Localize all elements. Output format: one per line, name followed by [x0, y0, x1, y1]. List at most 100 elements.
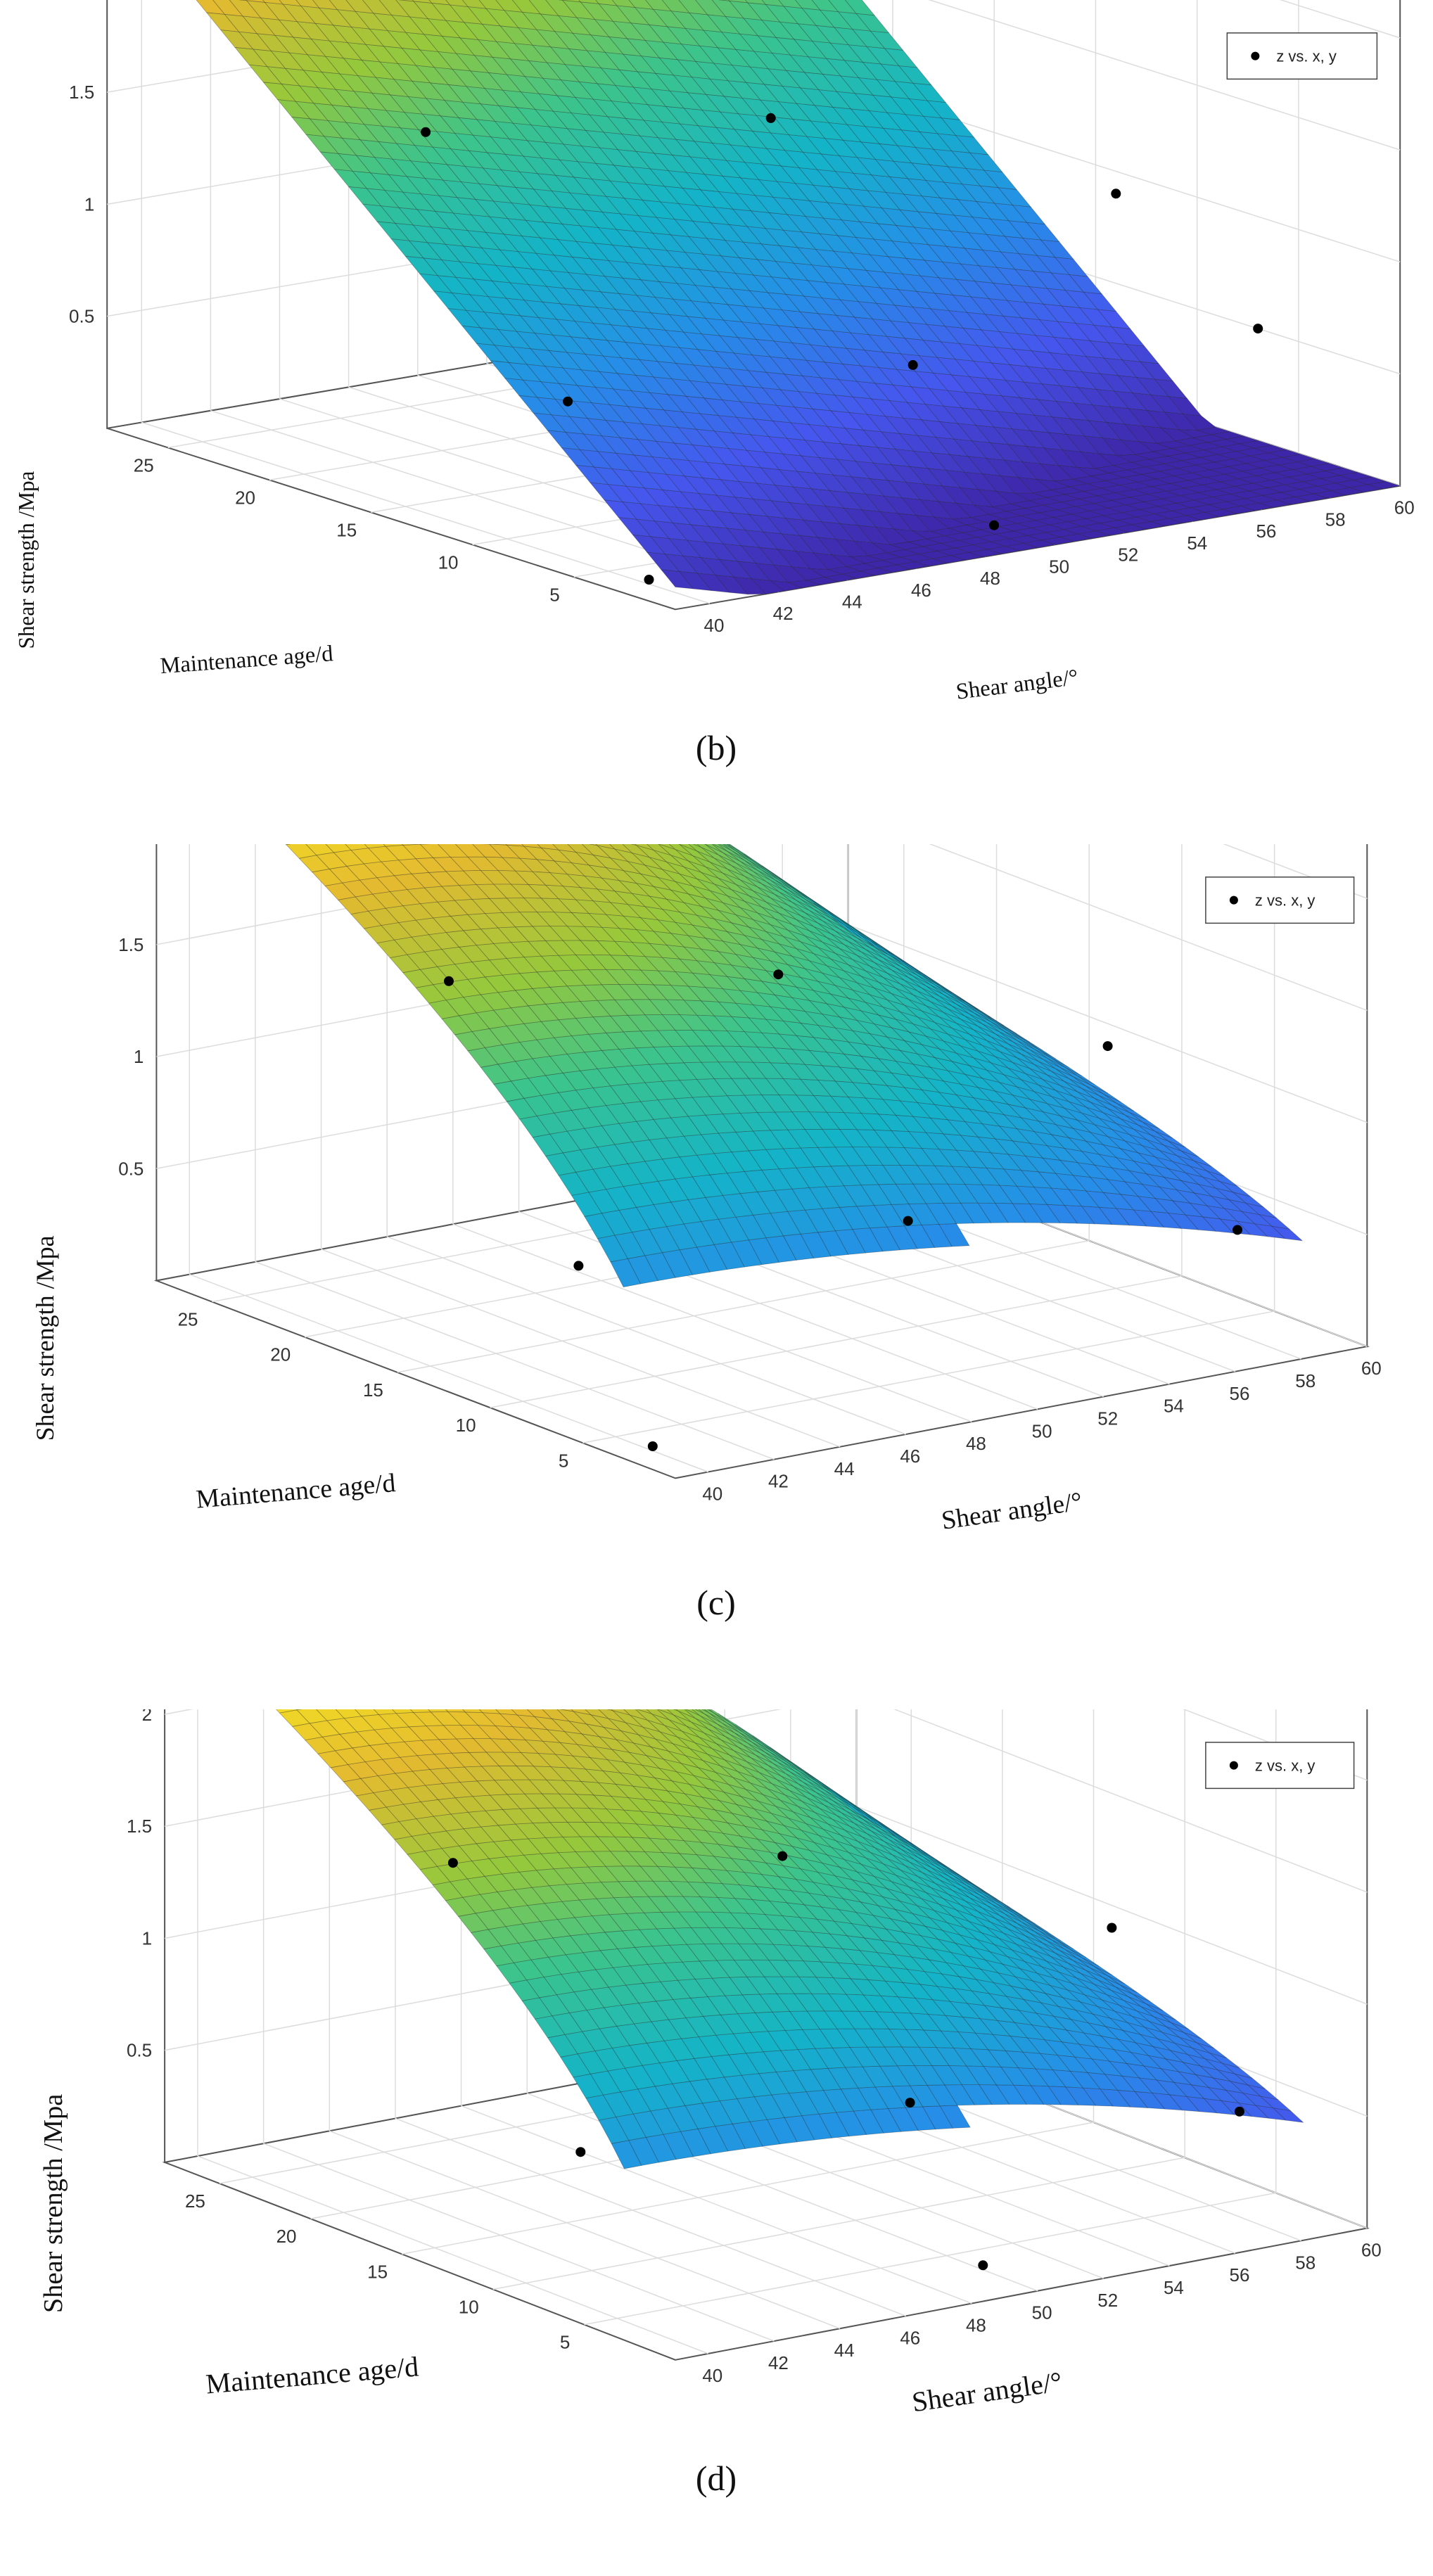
- y-tick-1: 10: [456, 1415, 476, 1436]
- surface-chart-b: 40424446485052545658605101520250.511.52S…: [14, 0, 1415, 767]
- data-point-6: [907, 359, 918, 370]
- y-tick-0: 5: [560, 2332, 570, 2353]
- y-tick-0: 5: [559, 1450, 568, 1471]
- y-axis-label: Maintenance age/d: [195, 1469, 397, 1515]
- z-tick-0: 0.5: [127, 2040, 152, 2061]
- data-points: [421, 113, 1263, 585]
- x-tick-0: 40: [702, 2365, 722, 2386]
- y-tick-2: 15: [336, 519, 357, 540]
- x-tick-4: 48: [966, 2315, 986, 2336]
- y-tick-3: 20: [235, 487, 255, 508]
- x-tick-6: 52: [1097, 1408, 1118, 1429]
- y-axis-label: Maintenance age/d: [159, 641, 333, 679]
- panel-label: (b): [696, 728, 737, 767]
- data-point-5: [905, 2098, 915, 2108]
- data-points: [444, 969, 1242, 1451]
- data-point-1: [444, 976, 454, 986]
- x-tick-7: 54: [1187, 533, 1207, 554]
- fitted-surface: [285, 844, 1304, 1288]
- x-tick-7: 54: [1164, 2277, 1184, 2298]
- data-point-3: [647, 1441, 658, 1451]
- x-tick-1: 42: [768, 1471, 789, 1492]
- x-tick-2: 44: [834, 1458, 855, 1479]
- legend-label: z vs. x, y: [1255, 1757, 1316, 1775]
- x-tick-10: 60: [1394, 497, 1415, 518]
- surface-chart-c: 40424446485052545658605101520250.511.52S…: [31, 844, 1382, 1622]
- x-tick-4: 48: [980, 568, 1000, 589]
- data-point-6: [903, 1216, 913, 1226]
- chart-panel-d: 40 42 44 46 48 50 52 54 56 58 60 5 10 15 20 25 0.5 1 1.5 2 S…: [0, 1709, 1433, 2576]
- x-tick-9: 58: [1295, 1370, 1316, 1391]
- z-tick-0: 0.5: [118, 1158, 144, 1179]
- z-tick-1: 1: [134, 1046, 144, 1067]
- legend-marker: [1229, 895, 1238, 905]
- panel-label: (c): [696, 1583, 736, 1622]
- data-point-9: [1111, 189, 1121, 199]
- x-tick-1: 42: [773, 603, 794, 624]
- legend: z vs. x, y: [1205, 876, 1355, 924]
- z-axis-label: Shear strength /Mpa: [39, 2094, 68, 2313]
- legend: z vs. x, y: [1205, 1742, 1355, 1790]
- y-tick-1: 10: [438, 551, 459, 573]
- data-point-2: [573, 1261, 584, 1271]
- x-tick-0: 40: [704, 615, 725, 636]
- legend-marker: [1251, 51, 1260, 60]
- x-tick-2: 44: [834, 2340, 855, 2361]
- y-axis-label: Maintenance age/d: [205, 2350, 420, 2399]
- z-tick-1: 1: [142, 1928, 152, 1949]
- x-tick-6: 52: [1097, 2290, 1118, 2311]
- z-axis-label: Shear strength /Mpa: [14, 471, 39, 649]
- chart-panel-c: 40424446485052545658605101520250.511.52S…: [0, 844, 1433, 1709]
- data-point-8: [1102, 1041, 1113, 1052]
- z-tick-2: 1.5: [69, 82, 94, 103]
- panel-label: (d): [696, 2459, 737, 2498]
- legend: z vs. x, y: [1226, 32, 1378, 80]
- data-point-2: [563, 396, 573, 407]
- data-point-8: [1107, 1923, 1117, 1933]
- data-point-5: [773, 969, 784, 980]
- data-points: [447, 1851, 1244, 2271]
- data-point-7: [989, 520, 1000, 530]
- x-tick-5: 50: [1032, 1420, 1052, 1441]
- x-axis-label: Shear angle/°: [940, 1487, 1084, 1536]
- legend-label: z vs. x, y: [1276, 48, 1337, 65]
- x-tick-5: 50: [1032, 2302, 1052, 2323]
- data-point-2: [575, 2147, 586, 2157]
- x-tick-6: 52: [1118, 544, 1138, 566]
- z-tick-1: 1: [84, 193, 94, 215]
- x-tick-0: 40: [702, 1484, 722, 1505]
- x-tick-3: 46: [900, 2327, 920, 2348]
- z-axis-label: Shear strength /Mpa: [31, 1235, 59, 1441]
- fitted-surface: [275, 1709, 1304, 2169]
- fitted-surface: [196, 0, 1401, 595]
- chart-panel-b: 40424446485052545658605101520250.511.52S…: [0, 0, 1433, 844]
- x-tick-4: 48: [966, 1433, 986, 1454]
- data-point-5: [765, 113, 776, 123]
- y-tick-4: 25: [185, 2191, 205, 2212]
- x-tick-3: 46: [911, 580, 931, 601]
- y-tick-2: 15: [367, 2261, 388, 2282]
- data-point-1: [447, 1858, 458, 1868]
- x-axis-label: Shear angle/°: [955, 665, 1080, 705]
- x-tick-5: 50: [1049, 556, 1069, 577]
- legend-label: z vs. x, y: [1255, 892, 1316, 910]
- x-tick-8: 56: [1230, 1383, 1250, 1404]
- data-point-3: [644, 575, 654, 585]
- data-point-1: [421, 127, 431, 137]
- x-tick-2: 44: [842, 592, 862, 613]
- data-point-4: [777, 1851, 788, 1861]
- x-tick-1: 42: [768, 2352, 789, 2373]
- x-tick-3: 46: [900, 1446, 920, 1467]
- x-tick-10: 60: [1361, 2240, 1382, 2261]
- z-tick-3: 2: [142, 1709, 152, 1725]
- x-tick-8: 56: [1256, 521, 1276, 542]
- y-tick-3: 20: [270, 1344, 291, 1365]
- data-point-9: [1233, 1225, 1242, 1235]
- y-tick-1: 10: [459, 2297, 479, 2318]
- x-tick-8: 56: [1230, 2264, 1250, 2285]
- y-tick-4: 25: [178, 1309, 198, 1330]
- legend-marker: [1229, 1761, 1238, 1770]
